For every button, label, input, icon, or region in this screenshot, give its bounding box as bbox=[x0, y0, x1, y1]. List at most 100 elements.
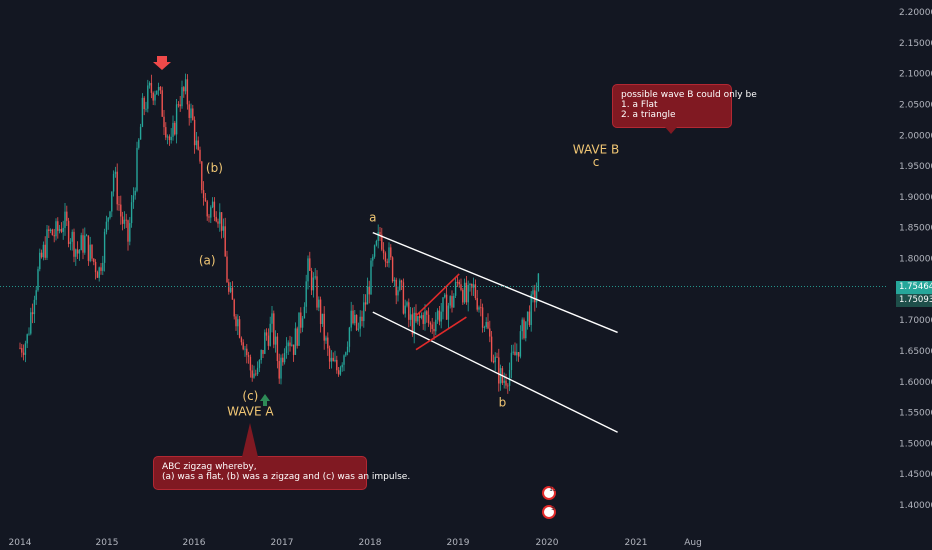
y-tick-label: 1.70000 bbox=[899, 316, 932, 326]
trend-lines[interactable] bbox=[372, 231, 618, 433]
candle-body bbox=[208, 216, 210, 218]
candle-body bbox=[233, 299, 235, 317]
candle-body bbox=[397, 290, 399, 296]
candle-body bbox=[431, 324, 433, 329]
candle-body bbox=[229, 287, 232, 292]
wave-b-note[interactable]: possible wave B could only be 1. a Flat … bbox=[612, 84, 757, 134]
candle-body bbox=[350, 310, 352, 328]
candle-body bbox=[31, 312, 34, 315]
wave-label: (c) bbox=[242, 389, 258, 403]
candle-body bbox=[217, 221, 219, 224]
candle-body bbox=[62, 227, 64, 232]
y-tick-label: 1.45000 bbox=[899, 470, 932, 480]
candle-body bbox=[406, 302, 408, 306]
wave-a-note[interactable]: ABC zigzag whereby, (a) was a flat, (b) … bbox=[153, 423, 410, 490]
y-axis[interactable]: 2.20000 2.15000 2.10000 2.05000 2.00000 1.950… bbox=[899, 8, 932, 511]
candle-body bbox=[514, 351, 516, 356]
candle-body bbox=[471, 283, 473, 288]
candle-body bbox=[152, 92, 154, 101]
y-tick-label: 2.10000 bbox=[899, 70, 932, 80]
y-tick-label: 2.05000 bbox=[899, 100, 932, 110]
candle-body bbox=[238, 319, 241, 338]
candle-body bbox=[94, 261, 97, 273]
candle-body bbox=[183, 87, 185, 92]
event-badge-count: 15 bbox=[549, 486, 557, 493]
candles bbox=[19, 73, 540, 394]
candle-body bbox=[154, 94, 156, 101]
candle-body bbox=[190, 108, 192, 118]
candle-body bbox=[418, 316, 421, 318]
y-tick-label: 1.80000 bbox=[899, 255, 932, 265]
candle-body bbox=[26, 334, 28, 344]
trend-line-flag-lower[interactable] bbox=[415, 316, 467, 351]
event-badge-icon[interactable] bbox=[542, 505, 556, 519]
candle-body bbox=[449, 296, 451, 306]
candle-body bbox=[325, 337, 327, 341]
candle-body bbox=[82, 235, 84, 253]
candle-body bbox=[469, 283, 471, 286]
candle-body bbox=[213, 201, 216, 217]
candle-body bbox=[172, 122, 174, 137]
candle-body bbox=[330, 357, 333, 362]
candle-body bbox=[235, 316, 237, 327]
candle-body bbox=[494, 356, 496, 363]
event-badge-icon[interactable] bbox=[542, 486, 556, 500]
candle-body bbox=[456, 281, 459, 283]
candle-body bbox=[215, 216, 217, 222]
candle-body bbox=[492, 360, 495, 363]
secondary-price-tag: 1.75093 bbox=[896, 294, 932, 307]
candle-body bbox=[64, 211, 66, 228]
candle-body bbox=[328, 348, 331, 362]
y-tick-label: 1.40000 bbox=[899, 501, 932, 511]
candle-body bbox=[517, 352, 520, 357]
candle-body bbox=[127, 220, 129, 242]
candle-body bbox=[287, 342, 289, 347]
candle-body bbox=[204, 198, 207, 202]
candle-body bbox=[352, 310, 354, 324]
candle-body bbox=[69, 241, 72, 244]
trend-line-lower-channel[interactable] bbox=[372, 311, 618, 433]
wave-b-note-line: possible wave B could only be bbox=[621, 90, 757, 100]
candle-body bbox=[184, 79, 187, 92]
candle-body bbox=[195, 140, 198, 146]
candle-body bbox=[165, 127, 167, 138]
trend-line-flag-upper[interactable] bbox=[415, 273, 460, 317]
candle-body bbox=[413, 312, 415, 335]
candle-body bbox=[364, 302, 367, 305]
candle-body bbox=[503, 380, 505, 383]
candle-body bbox=[66, 211, 68, 221]
candle-body bbox=[206, 201, 208, 217]
candle-body bbox=[481, 307, 484, 328]
candle-body bbox=[309, 258, 311, 271]
candle-body bbox=[111, 191, 113, 212]
wave-label: (b) bbox=[206, 161, 223, 175]
candle-body bbox=[188, 104, 190, 118]
candle-body bbox=[427, 314, 430, 324]
candle-body bbox=[458, 281, 460, 285]
candle-body bbox=[166, 136, 169, 138]
candle-body bbox=[285, 346, 288, 354]
candle-body bbox=[483, 327, 486, 328]
x-tick-label: 2015 bbox=[96, 538, 119, 548]
candle-body bbox=[422, 315, 424, 324]
candle-body bbox=[129, 223, 131, 242]
candle-body bbox=[49, 229, 52, 231]
candle-body bbox=[498, 357, 500, 384]
candle-body bbox=[535, 291, 538, 303]
candle-body bbox=[224, 226, 226, 257]
candle-body bbox=[134, 190, 136, 196]
candle-body bbox=[343, 355, 345, 365]
candle-body bbox=[280, 357, 282, 379]
wave-label: WAVE B bbox=[573, 143, 620, 157]
trend-line-upper-channel[interactable] bbox=[372, 231, 618, 334]
candle-body bbox=[60, 229, 63, 232]
candle-body bbox=[332, 357, 334, 362]
candle-body bbox=[242, 342, 244, 350]
x-axis[interactable]: 2014 2015 2016 2017 2018 2019 2020 2021 Aug bbox=[9, 538, 702, 548]
candle-body bbox=[426, 311, 428, 315]
x-tick-label: 2021 bbox=[625, 538, 648, 548]
candle-body bbox=[384, 253, 387, 262]
candle-body bbox=[399, 280, 401, 291]
y-tick-label: 1.95000 bbox=[899, 162, 932, 172]
